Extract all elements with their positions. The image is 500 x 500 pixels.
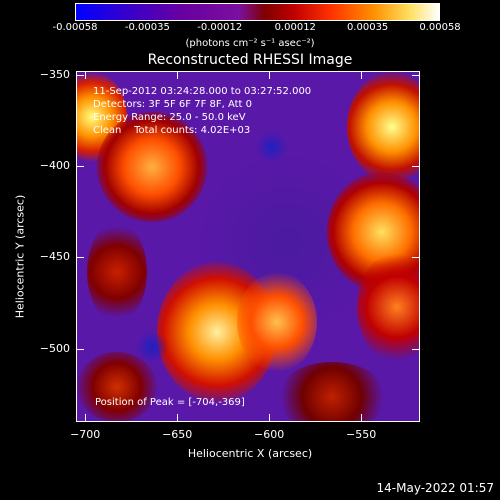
y-tick-mark (412, 166, 419, 168)
y-tick-label: −400 (39, 159, 70, 173)
x-tick-label: −700 (70, 428, 101, 441)
x-tick-mark (269, 72, 271, 79)
colorbar-tick-label: -0.00035 (124, 22, 170, 33)
y-tick-mark (412, 348, 419, 350)
x-tick-mark (361, 72, 363, 79)
y-tick-label: −350 (39, 67, 70, 81)
y-tick-mark (412, 74, 419, 76)
colorbar-unit-label: (photons cm⁻² s⁻¹ asec⁻²) (185, 38, 315, 49)
x-tick-mark (177, 72, 179, 79)
colorbar-tick-label: 0.00058 (419, 22, 461, 33)
y-tick-mark (77, 348, 84, 350)
colorbar-tick-label: -0.00012 (197, 22, 243, 33)
x-tick-label: −650 (162, 428, 193, 441)
x-tick-mark (361, 414, 363, 421)
x-axis-label: Heliocentric X (arcsec) (187, 447, 313, 460)
x-tick-mark (269, 414, 271, 421)
colorbar-tick-label: 0.00012 (274, 22, 316, 33)
timestamp: 14-May-2022 01:57 (376, 481, 494, 495)
x-tick-mark (85, 414, 87, 421)
x-tick-mark (177, 414, 179, 421)
heatmap-plot-area: 11-Sep-2012 03:24:28.000 to 03:27:52.000… (76, 71, 420, 422)
y-axis-label: Heliocentric Y (arcsec) (13, 194, 27, 319)
y-tick-label: −500 (39, 341, 70, 355)
x-tick-label: −600 (254, 428, 285, 441)
colorbar-tick-label: 0.00035 (346, 22, 389, 33)
annotation-time-range: 11-Sep-2012 03:24:28.000 to 03:27:52.000 (93, 86, 312, 97)
annotation-energy-range: Energy Range: 25.0 - 50.0 keV (93, 112, 246, 123)
y-tick-mark (77, 74, 84, 76)
y-tick-mark (77, 166, 84, 168)
annotation-peak-position: Position of Peak = [-704,-369] (95, 397, 245, 408)
x-tick-mark (85, 72, 87, 79)
annotation-detectors: Detectors: 3F 5F 6F 7F 8F, Att 0 (93, 99, 253, 110)
colorbar (75, 3, 440, 21)
y-tick-mark (412, 257, 419, 259)
colorbar-tick-label: -0.00058 (52, 22, 98, 33)
x-tick-label: −550 (346, 428, 377, 441)
chart-title: Reconstructed RHESSI Image (147, 52, 353, 68)
y-tick-mark (77, 257, 84, 259)
annotation-clean-counts: Clean Total counts: 4.02E+03 (93, 125, 251, 136)
y-tick-label: −450 (39, 250, 70, 264)
